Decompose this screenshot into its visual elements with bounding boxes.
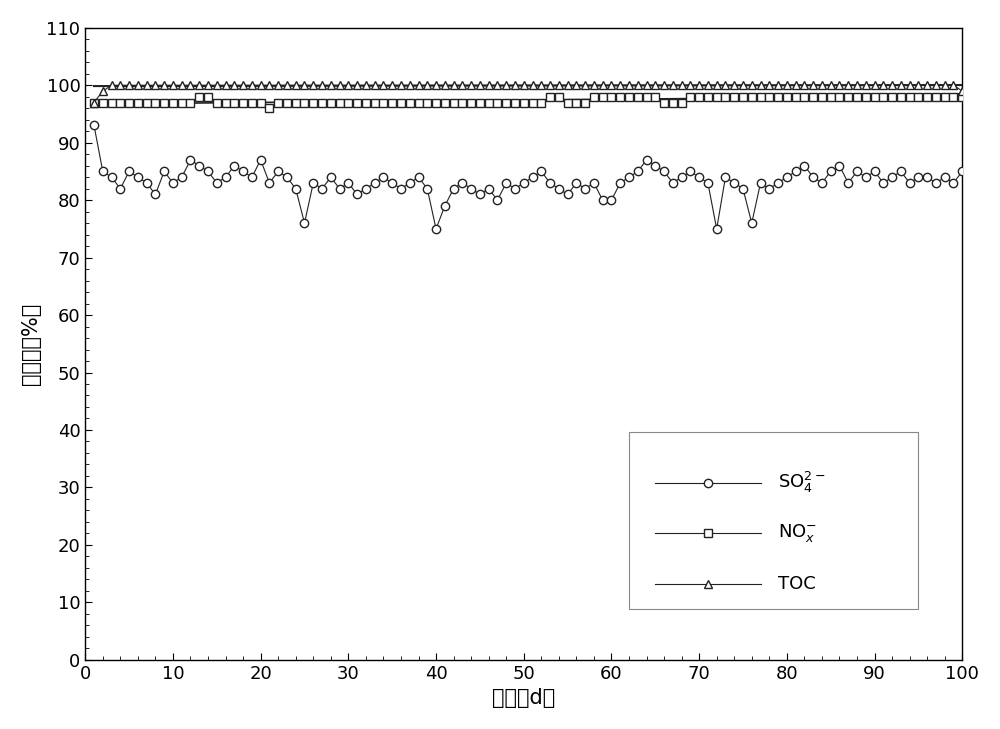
FancyBboxPatch shape [629, 432, 918, 609]
Text: NO$_x^{-}$: NO$_x^{-}$ [778, 523, 817, 545]
X-axis label: 时间（d）: 时间（d） [492, 688, 555, 708]
Y-axis label: 去除率（%）: 去除率（%） [21, 303, 41, 385]
Text: TOC: TOC [778, 575, 816, 593]
Text: SO$_4^{2-}$: SO$_4^{2-}$ [778, 470, 826, 496]
